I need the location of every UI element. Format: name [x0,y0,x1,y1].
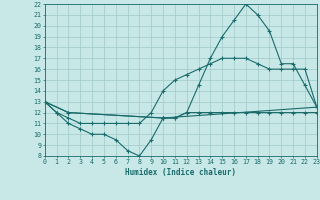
X-axis label: Humidex (Indice chaleur): Humidex (Indice chaleur) [125,168,236,177]
